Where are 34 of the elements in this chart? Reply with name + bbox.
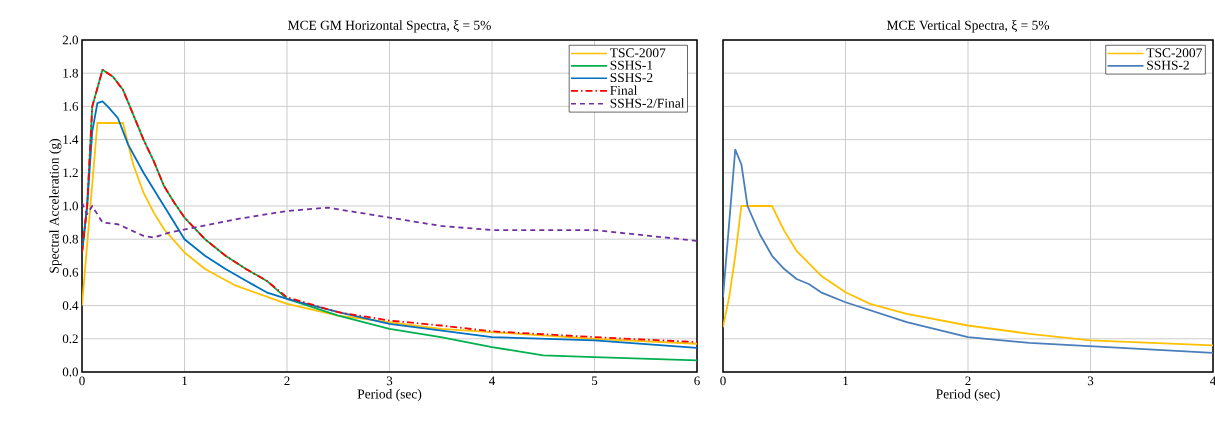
x-tick-label: 3 <box>386 376 393 386</box>
x-tick-label: 2 <box>284 376 290 386</box>
y-tick-label: 0.4 <box>62 301 79 310</box>
x-tick-label: 0 <box>720 376 726 386</box>
x-tick-label: 6 <box>694 376 700 386</box>
legend-label: TSC-2007 <box>1146 48 1202 58</box>
x-tick-label: 3 <box>1087 376 1094 386</box>
x-axis-title: Period (sec) <box>357 389 422 402</box>
y-tick-label: 2.0 <box>62 35 78 45</box>
x-tick-label: 5 <box>592 376 598 386</box>
y-tick-label: 0.2 <box>62 334 78 344</box>
legend-label: SSHS-2 <box>1147 60 1189 70</box>
legend-label: Final <box>610 85 638 95</box>
y-tick-label: 1.2 <box>63 168 78 178</box>
y-tick-label: 1.4 <box>63 135 79 144</box>
y-tick-label: 0.8 <box>62 234 78 244</box>
y-tick-label: 0.0 <box>62 367 78 377</box>
x-tick-label: 1 <box>182 376 187 386</box>
y-axis-title: Spectral Acceleration (g) <box>49 138 62 273</box>
x-tick-label: 1 <box>843 376 848 386</box>
y-tick-label: 1.8 <box>63 68 78 78</box>
x-tick-label: 0 <box>79 376 85 386</box>
legend-label: SSHS-2/Final <box>610 98 685 108</box>
legend-label: SSHS-1 <box>610 60 653 70</box>
y-tick-label: 1.6 <box>63 102 79 111</box>
chart-title: MCE GM Horizontal Spectra, ξ = 5% <box>288 20 491 33</box>
x-tick-label: 4 <box>489 376 496 386</box>
x-axis-title: Period (sec) <box>936 389 1000 402</box>
x-tick-label: 2 <box>965 376 971 386</box>
legend-label: SSHS-2 <box>610 73 653 83</box>
y-tick-label: 0.6 <box>62 267 79 277</box>
legend-label: TSC-2007 <box>610 48 666 58</box>
chart-title: MCE Vertical Spectra, ξ = 5% <box>886 20 1050 33</box>
y-tick-label: 1.0 <box>63 201 78 211</box>
